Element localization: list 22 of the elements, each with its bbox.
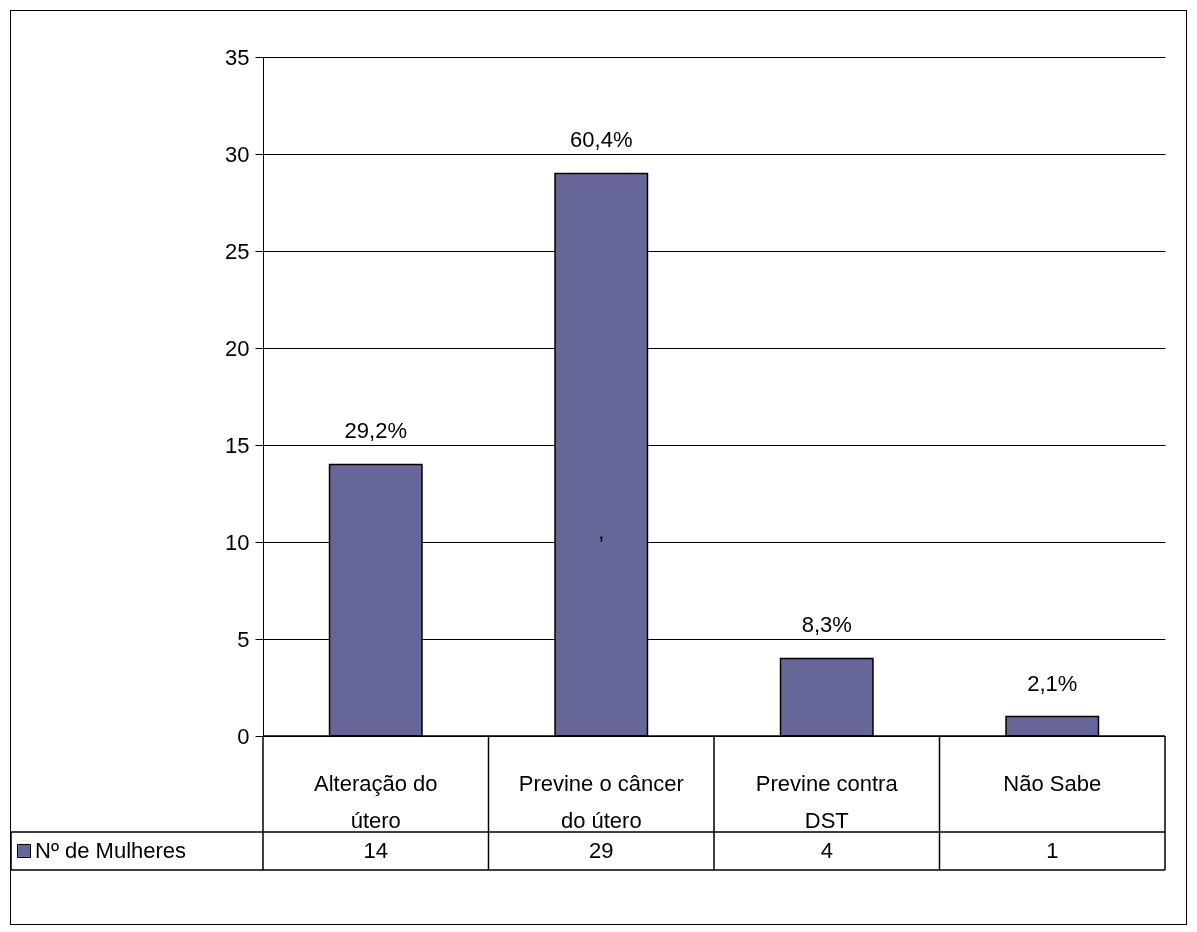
y-tick-label: 30	[225, 141, 250, 167]
annotation: ,	[598, 519, 605, 545]
annotation: 2,1%	[1027, 670, 1078, 696]
y-tick-label: 25	[225, 238, 250, 264]
data-label: 4	[820, 838, 833, 863]
y-tick-label: 20	[225, 335, 250, 361]
data-label: 29	[589, 838, 614, 863]
x-tick-label: Não Sabe	[1003, 771, 1102, 796]
annotation: 29,2%	[344, 418, 407, 444]
y-tick-label: 5	[237, 626, 250, 652]
annotation: 8,3%	[801, 612, 852, 638]
x-tick-label: Previne contra DST	[755, 771, 899, 833]
y-tick-label: 35	[225, 44, 250, 70]
data-label: 14	[363, 838, 388, 863]
data-label: 1	[1046, 838, 1059, 863]
y-tick-label: 0	[237, 723, 250, 749]
y-tick-label: 10	[225, 529, 250, 555]
x-tick-label: Alteração do útero	[313, 771, 438, 833]
legend-label: Nº de Mulheres	[35, 838, 187, 863]
x-tick-label: Previne o câncer do útero	[518, 771, 684, 833]
y-tick-label: 15	[225, 432, 250, 458]
annotation: 60,4%	[570, 127, 633, 153]
